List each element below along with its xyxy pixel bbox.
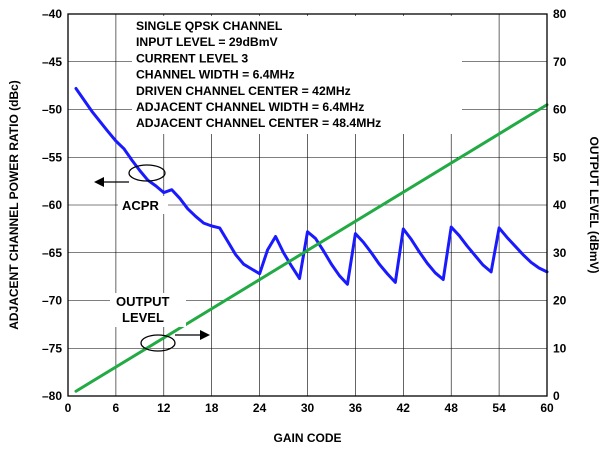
y-right-tick-label: 10	[553, 341, 567, 355]
annotation-line: ADJACENT CHANNEL WIDTH = 6.4MHz	[136, 100, 364, 114]
acpr-callout-ellipse	[128, 164, 166, 182]
x-tick-label: 6	[113, 401, 120, 415]
y-left-tick-label: –65	[42, 246, 62, 260]
y-right-tick-label: 30	[553, 246, 567, 260]
x-tick-label: 0	[65, 401, 72, 415]
output-label-background	[110, 293, 186, 327]
y-right-tick-label: 50	[553, 150, 567, 164]
annotation-line: DRIVEN CHANNEL CENTER = 42MHz	[136, 84, 351, 98]
y-right-tick-label: 60	[553, 103, 567, 117]
annotation-background	[132, 16, 462, 134]
annotation-line: CHANNEL WIDTH = 6.4MHz	[136, 68, 295, 82]
series-layer	[74, 86, 549, 393]
y-right-tick-label: 0	[553, 389, 560, 403]
x-tick-label: 42	[397, 401, 411, 415]
x-tick-label: 30	[301, 401, 315, 415]
x-tick-label: 48	[445, 401, 459, 415]
x-tick-label: 18	[205, 401, 219, 415]
x-tick-label: 54	[492, 401, 506, 415]
annotation-box: SINGLE QPSK CHANNEL INPUT LEVEL = 29dBmV C…	[132, 16, 462, 134]
output-level-series-line	[74, 103, 549, 393]
plot-frame	[67, 13, 548, 397]
annotation-line: CURRENT LEVEL 3	[136, 51, 248, 65]
x-tick-label: 12	[157, 401, 171, 415]
y-left-tick-label: –75	[42, 341, 62, 355]
annotation-line: SINGLE QPSK CHANNEL	[136, 19, 283, 33]
x-axis-label: GAIN CODE	[273, 431, 341, 445]
y-right-tick-label: 70	[553, 55, 567, 69]
tick-labels: 0 6 12 18 24 30 36 42 48 54 60 –40 –45 –50 –55 –60 –65 –7…	[42, 7, 567, 415]
x-tick-label: 60	[540, 401, 554, 415]
y-right-tick-label: 80	[553, 7, 567, 21]
y-left-tick-label: –70	[42, 294, 62, 308]
y-right-tick-label: 40	[553, 198, 567, 212]
annotation-line: INPUT LEVEL = 29dBmV	[136, 35, 279, 49]
acpr-label: ACPR	[122, 198, 159, 213]
y-left-tick-label: –50	[42, 103, 62, 117]
acpr-label-background	[118, 196, 168, 214]
y-left-tick-label: –55	[42, 150, 62, 164]
output-callout-arrowhead	[200, 330, 210, 340]
y-axis-left-label: ADJACENT CHANNEL POWER RATIO (dBc)	[7, 80, 21, 330]
y-left-tick-label: –45	[42, 55, 62, 69]
output-label-line1: OUTPUT	[116, 294, 170, 309]
x-tick-label: 36	[349, 401, 363, 415]
y-left-tick-label: –80	[42, 389, 62, 403]
y-left-tick-label: –60	[42, 198, 62, 212]
output-label-line2: LEVEL	[122, 310, 164, 325]
output-callout-ellipse	[140, 334, 176, 352]
acpr-callout-arrowhead	[94, 177, 104, 187]
x-tick-label: 24	[253, 401, 267, 415]
y-left-tick-label: –40	[42, 7, 62, 21]
y-axis-right-label: OUTPUT LEVEL (dBmV)	[587, 136, 601, 273]
y-right-tick-label: 20	[553, 294, 567, 308]
annotation-line: ADJACENT CHANNEL CENTER = 48.4MHz	[136, 116, 381, 130]
